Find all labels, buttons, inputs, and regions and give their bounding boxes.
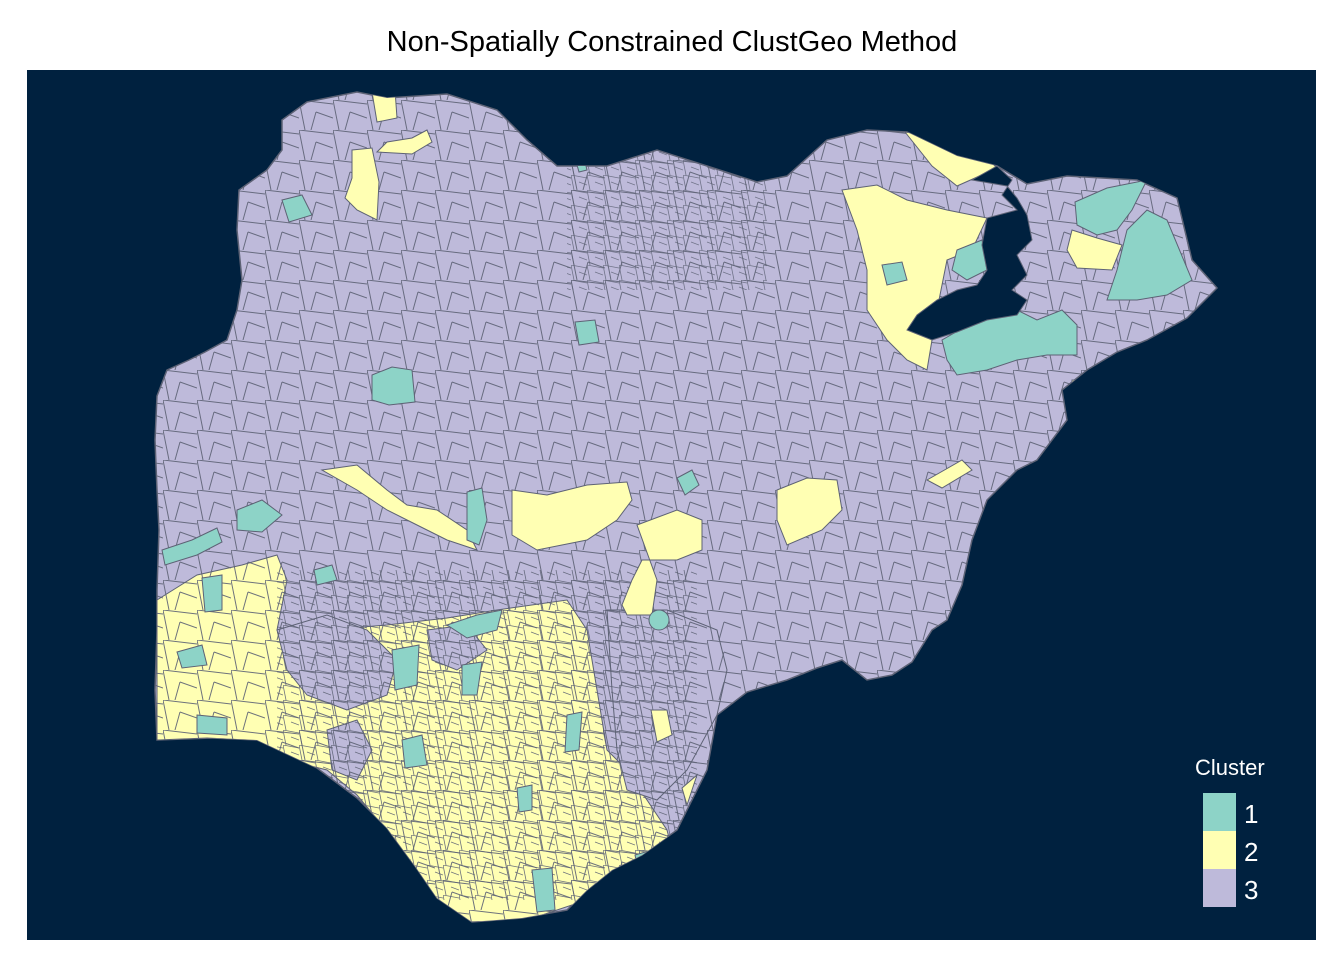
region-cluster-1-y — [576, 161, 588, 173]
lake-chad — [906, 165, 1033, 341]
region-cluster-1-a — [281, 194, 313, 223]
region-cluster-1-c — [881, 261, 908, 286]
region-cluster-1-h — [574, 319, 600, 346]
region-cluster-1-w — [648, 609, 670, 631]
region-cluster-1-r — [176, 644, 208, 669]
region-cluster-1-x — [313, 564, 338, 586]
legend-item-3: 3 — [1203, 869, 1293, 907]
legend-item-1: 1 — [1203, 793, 1293, 831]
region-cluster-2-l — [925, 459, 973, 489]
region-cluster-1-p — [401, 734, 428, 769]
legend-title: Cluster — [1195, 755, 1265, 780]
region-cluster-1-o — [461, 661, 483, 696]
region-cluster-2-n — [681, 773, 699, 807]
region-cluster-2-k — [776, 477, 843, 546]
legend-swatch-3 — [1203, 869, 1236, 907]
legend-label-3: 3 — [1244, 875, 1259, 905]
map-title: Non-Spatially Constrained ClustGeo Metho… — [386, 26, 958, 58]
legend: Cluster 1 2 3 — [1195, 755, 1295, 915]
region-cluster-2-m — [650, 709, 673, 743]
region-cluster-1-z — [516, 784, 533, 813]
region-cluster-1-k — [161, 527, 223, 566]
region-cluster-1-b — [951, 239, 988, 281]
region-cluster-1-u — [634, 849, 658, 876]
region-cluster-2-c — [344, 147, 380, 221]
region-cluster-1-l — [201, 574, 223, 613]
legend-item-2: 2 — [1203, 831, 1293, 869]
choropleth-map — [154, 91, 1219, 923]
region-cluster-1-i — [466, 487, 488, 546]
region-cluster-1-q — [564, 711, 583, 753]
region-cluster-2-b — [375, 129, 433, 155]
region-cluster-2-i — [511, 481, 633, 551]
region-cluster-1-s — [196, 714, 228, 736]
legend-label-2: 2 — [1244, 837, 1259, 867]
region-cluster-1-t — [531, 867, 556, 913]
region-cluster-2-g — [1071, 379, 1093, 416]
lga-regions — [155, 92, 1217, 922]
region-cluster-2-f — [1066, 229, 1123, 271]
region-cluster-1-m — [445, 609, 503, 639]
legend-label-1: 1 — [1244, 799, 1259, 829]
region-cluster-1-e — [1106, 209, 1193, 301]
region-cluster-1-n — [391, 644, 420, 691]
map-panel: Cluster 1 2 3 — [27, 70, 1316, 940]
region-cluster-1-v — [676, 469, 700, 496]
region-cluster-1-d — [1074, 179, 1148, 236]
region-cluster-1-j — [236, 499, 283, 533]
region-cluster-2-a — [371, 92, 398, 123]
region-cluster-1-g — [371, 366, 416, 406]
legend-swatch-2 — [1203, 831, 1236, 869]
region-cluster-2-j — [621, 509, 703, 616]
legend-swatch-1 — [1203, 793, 1236, 831]
